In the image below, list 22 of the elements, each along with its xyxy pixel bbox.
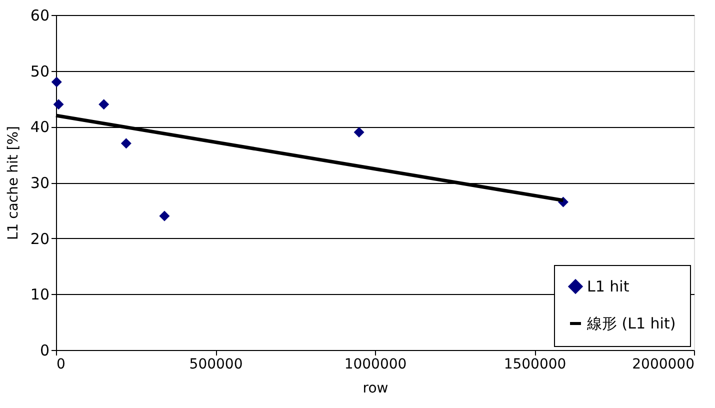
point — [51, 76, 62, 88]
x-tick-label: 1000000 — [344, 356, 407, 372]
point — [159, 210, 170, 222]
y-tick-label: 30 — [30, 174, 50, 192]
legend-label: 線形 (L1 hit) — [586, 314, 676, 332]
point — [98, 99, 110, 110]
x-tick-label: 2000000 — [632, 356, 694, 372]
x-tick-label: 500000 — [189, 356, 243, 372]
y-tick-label: 20 — [30, 230, 50, 248]
x-axis-title: row — [362, 380, 388, 396]
y-tick-label: 40 — [30, 118, 50, 136]
y-tick-label: 50 — [30, 62, 50, 80]
point — [120, 138, 132, 149]
x-tick-label: 0 — [56, 356, 66, 372]
point — [53, 99, 64, 110]
point — [354, 127, 364, 138]
y-tick-label: 60 — [30, 6, 50, 24]
legend-label: L1 hit — [587, 278, 630, 296]
y-tick-label: 0 — [40, 342, 50, 360]
y-tick-label: 10 — [30, 286, 50, 304]
x-tick-label: 1500000 — [504, 356, 566, 372]
y-axis-title: L1 cache hit [%] — [5, 126, 22, 240]
